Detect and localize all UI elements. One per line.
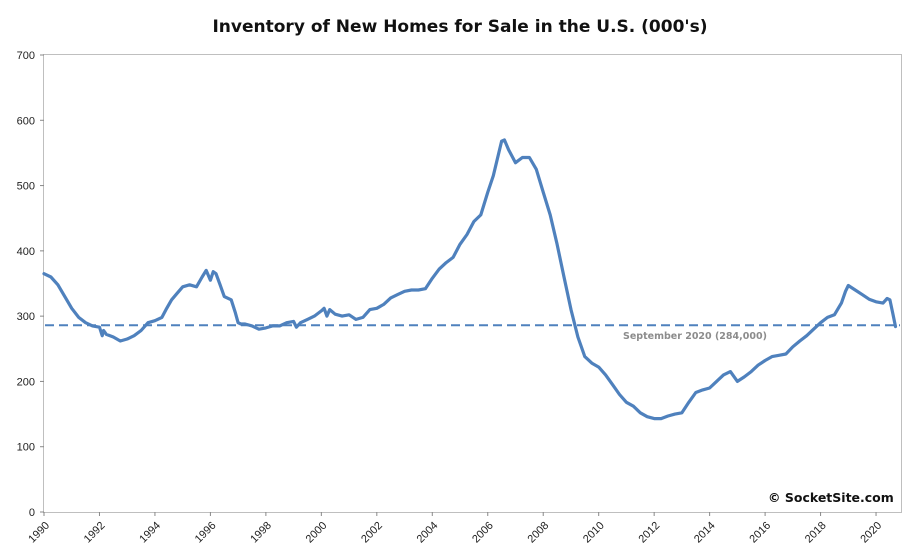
x-tick-label: 1990 [26,520,52,546]
series-line-inventory [42,138,898,421]
y-tick-label: 600 [17,115,35,127]
x-tick-label: 1998 [248,520,274,546]
chart-title: Inventory of New Homes for Sale in the U… [212,17,707,37]
credit-label: © SocketSite.com [768,490,894,505]
x-tick-label: 2020 [858,520,884,546]
x-tick-label: 2000 [304,520,330,546]
y-tick-label: 0 [29,507,35,519]
y-tick-label: 300 [17,311,35,323]
x-tick-label: 2006 [470,520,496,546]
x-tick-label: 2018 [803,520,829,546]
x-tick-label: 1992 [82,520,108,546]
x-tick-label: 2012 [636,520,662,546]
y-tick-label: 200 [17,376,35,388]
y-axis: 0 100 200 300 400 500 600 700 [17,50,44,519]
x-tick-label: 2008 [526,520,552,546]
y-tick-label: 700 [17,50,35,62]
x-tick-label: 2016 [747,520,773,546]
x-tick-label: 2002 [359,520,385,546]
x-tick-label: 2004 [415,520,441,546]
y-tick-label: 400 [17,246,35,258]
x-tick-label: 2014 [692,520,718,546]
x-tick-label: 2010 [581,520,607,546]
x-axis: 1990 1992 1994 1996 1998 2000 2002 2004 2006 2008… [26,512,884,545]
plot-area-border [43,54,902,513]
annotation-label: September 2020 (284,000) [623,331,767,342]
y-tick-label: 500 [17,181,35,193]
y-tick-label: 100 [17,442,35,454]
x-tick-label: 1996 [193,520,219,546]
x-tick-label: 1994 [137,520,163,546]
